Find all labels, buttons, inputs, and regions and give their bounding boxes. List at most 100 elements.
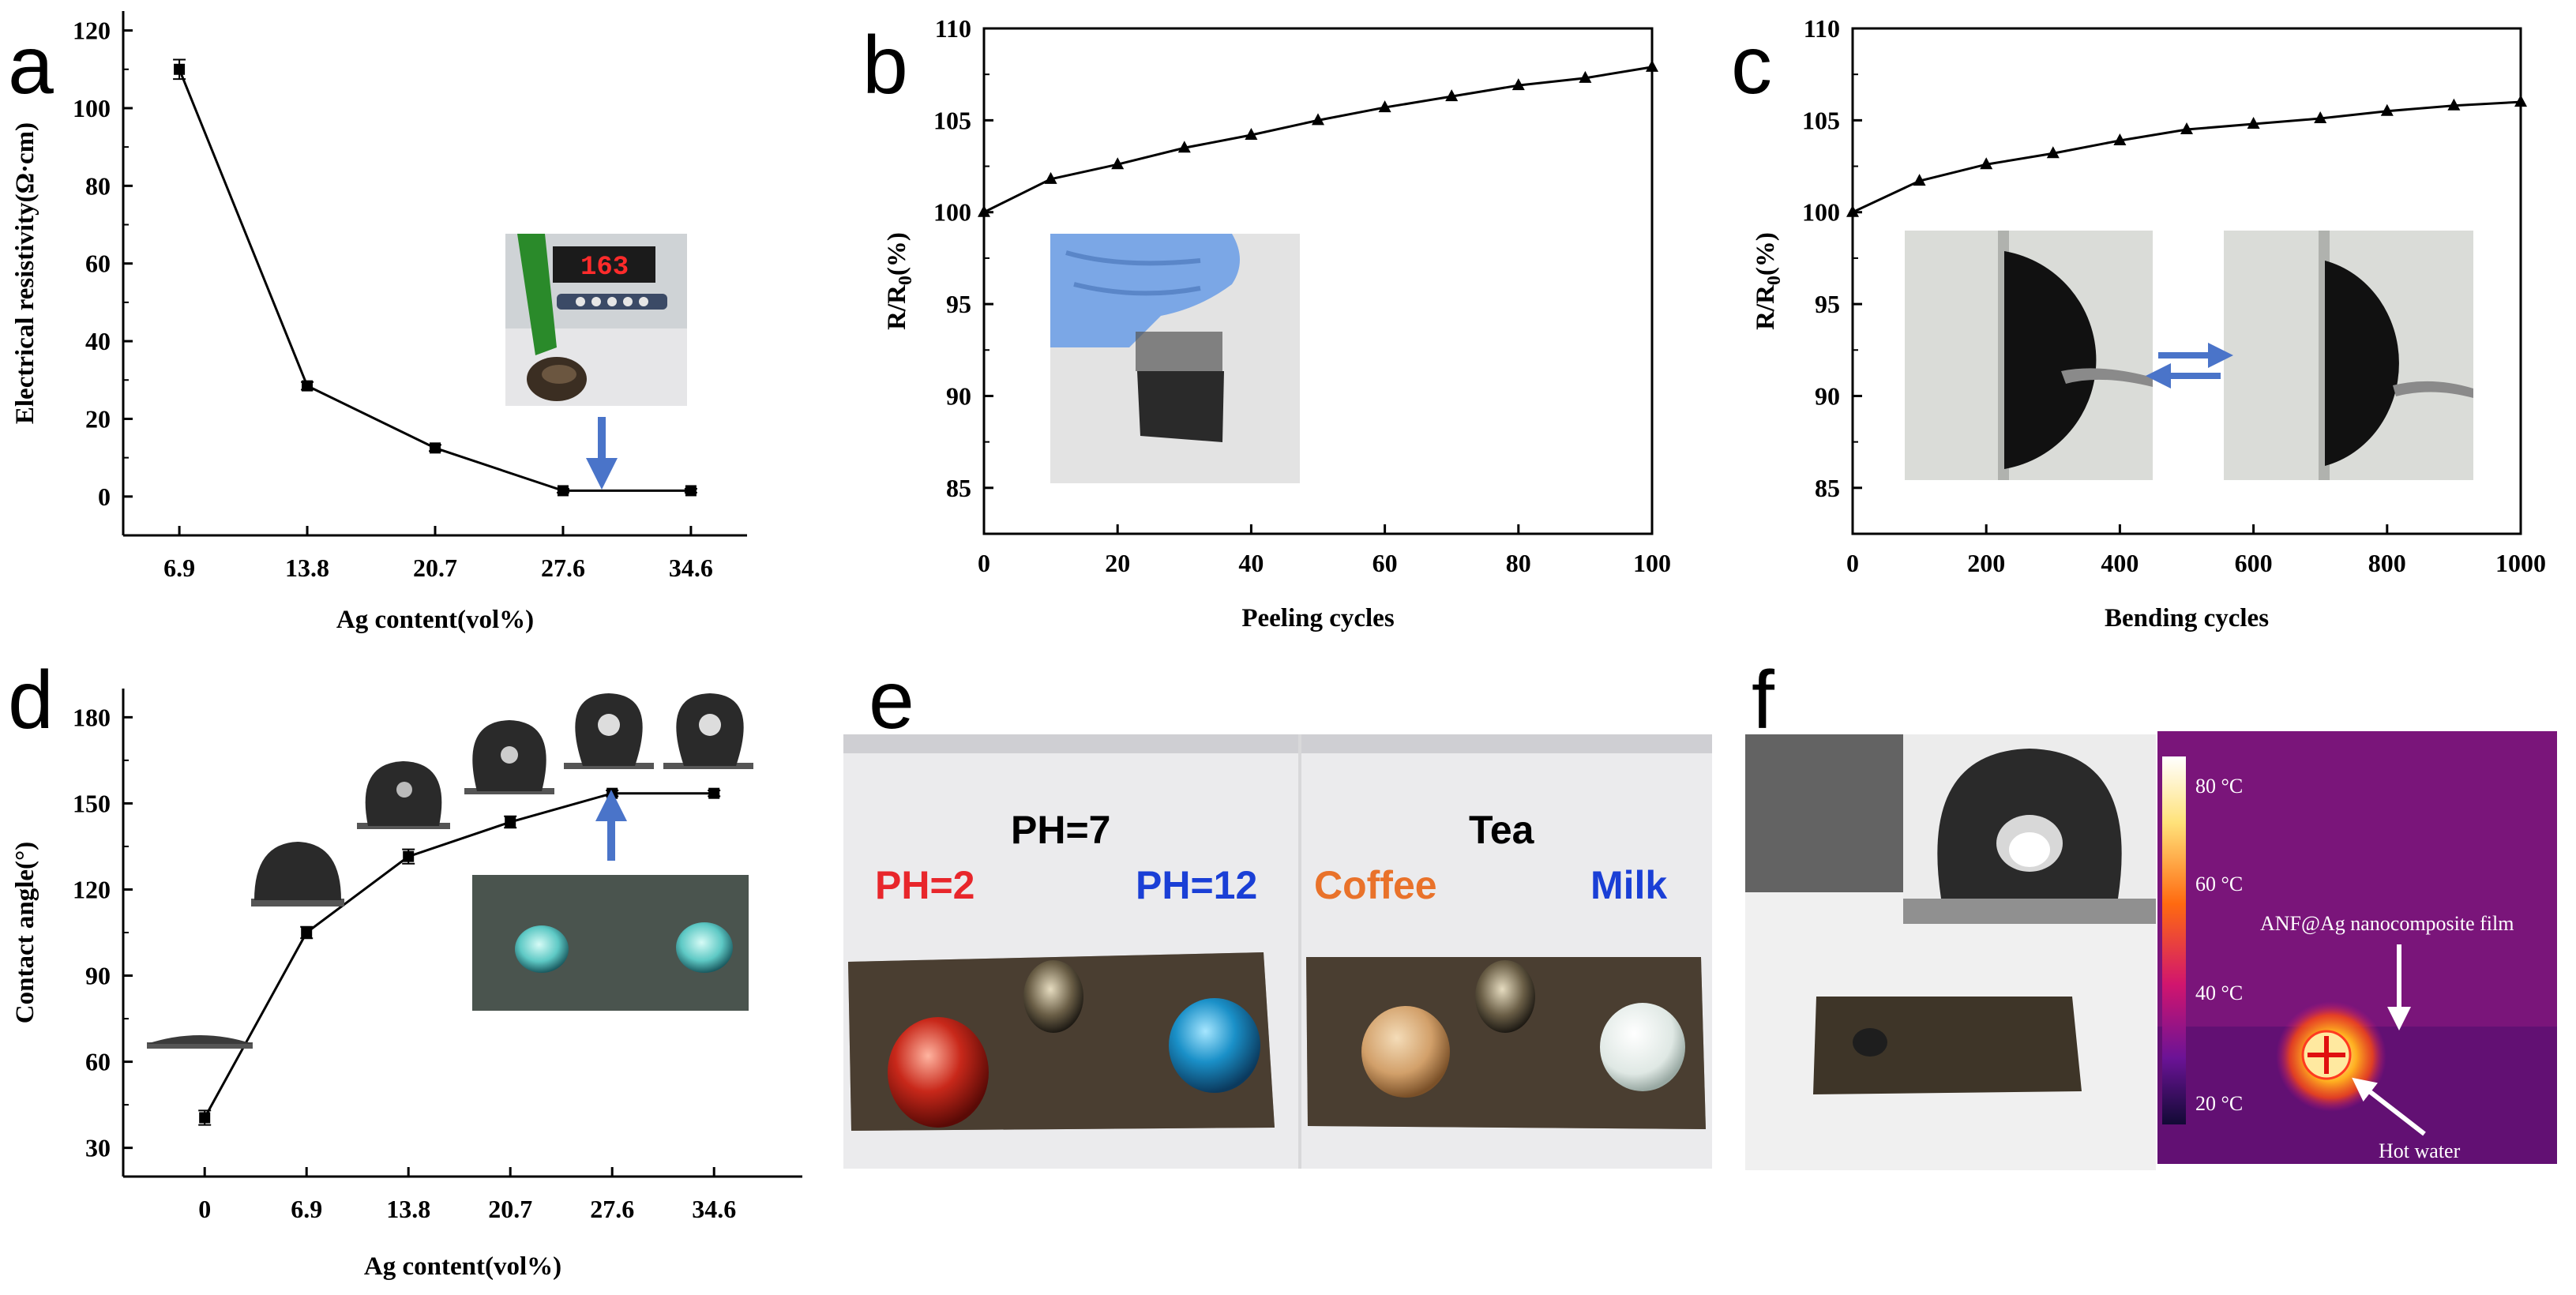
data-point (1312, 113, 1324, 126)
data-point (302, 380, 314, 392)
x-tick-label: 20 (1105, 549, 1130, 577)
colorbar-label-40: 40 °C (2195, 982, 2243, 1004)
plot-frame (982, 27, 1654, 535)
label-hot-water: Hot water (2379, 1139, 2461, 1162)
inset-photo-bending-curved (2224, 231, 2473, 480)
x-tick-label: 800 (2368, 549, 2406, 577)
data-point (978, 205, 990, 217)
data-point (174, 63, 186, 75)
y-tick-label: 0 (98, 482, 111, 511)
x-tick-label: 13.8 (386, 1195, 430, 1223)
x-tick-label: 1000 (2495, 549, 2546, 577)
data-point (505, 816, 516, 828)
label-coffee: Coffee (1314, 863, 1437, 907)
droplet-profiles (147, 693, 753, 1049)
x-tick-label: 600 (2235, 549, 2273, 577)
x-tick-label: 100 (1633, 549, 1671, 577)
data-point (2447, 98, 2461, 111)
panel-letter-e: e (869, 655, 914, 746)
x-tick-label: 27.6 (541, 554, 585, 582)
x-tick-label: 80 (1506, 549, 1531, 577)
data-point (685, 485, 697, 497)
data-point (199, 1112, 211, 1124)
panel-f-photo (1745, 734, 2156, 1170)
y-tick-label: 110 (1804, 14, 1840, 43)
panel-letter-b: b (862, 20, 908, 111)
series-line (983, 66, 1653, 214)
x-tick-label: 40 (1238, 549, 1264, 577)
x-tick-label: 27.6 (590, 1195, 634, 1223)
panel-letter-f: f (1752, 655, 1775, 746)
data-point (403, 850, 415, 862)
data-point (430, 442, 441, 454)
y-tick-label: 60 (85, 1048, 111, 1076)
data-point (1913, 174, 1926, 186)
x-axis-label: Bending cycles (2105, 604, 2269, 632)
y-tick-label: 100 (73, 94, 111, 122)
label-milk: Milk (1590, 863, 1667, 907)
data-point (1980, 157, 1993, 170)
x-tick-label: 6.9 (291, 1195, 322, 1223)
data-point (1846, 205, 1859, 217)
data-point (708, 787, 720, 799)
y-tick-label: 120 (73, 17, 111, 45)
x-tick-label: 34.6 (669, 554, 713, 582)
data-point (2247, 117, 2260, 130)
plot-frame (1851, 27, 2522, 535)
label-film: ANF@Ag nanocomposite film (2260, 912, 2514, 935)
y-tick-label: 85 (946, 474, 971, 502)
x-axis-label: Peeling cycles (1241, 604, 1395, 632)
y-tick-label: 150 (73, 789, 111, 817)
label-ph2: PH=2 (875, 863, 974, 907)
data-point (1646, 59, 1658, 72)
data-point (2514, 95, 2527, 107)
data-point (557, 485, 569, 497)
x-tick-label: 60 (1372, 549, 1398, 577)
colorbar-label-20: 20 °C (2195, 1092, 2243, 1115)
data-point (1511, 78, 1525, 91)
data-point (2380, 103, 2394, 116)
x-tick-label: 13.8 (285, 554, 329, 582)
x-tick-label: 20.7 (488, 1195, 532, 1223)
y-tick-label: 120 (73, 875, 111, 903)
label-ph7: PH=7 (1011, 808, 1110, 852)
chart-b-peeling: 85 90 95 100 105 110 0 20 40 60 80 100 Peeling cycle… (883, 14, 1671, 632)
x-tick-label: 200 (1967, 549, 2005, 577)
y-tick-label: 100 (933, 198, 971, 227)
colorbar (2162, 756, 2186, 1124)
chart-c-bending: 85 90 95 100 105 110 0 200 400 600 800 1000 Bending … (1752, 14, 2546, 632)
data-point (1378, 100, 1391, 113)
y-tick-label: 105 (933, 106, 971, 134)
y-tick-label: 90 (946, 381, 971, 410)
panel-f-thermal-image (2157, 731, 2557, 1164)
x-tick-label: 0 (978, 549, 990, 577)
y-tick-label: 80 (85, 171, 111, 200)
data-point (2180, 122, 2193, 134)
y-tick-label: 20 (85, 404, 111, 433)
inset-photo-multimeter: 163 (505, 234, 687, 406)
y-tick-label: 110 (935, 14, 971, 43)
panel-letter-a: a (8, 20, 54, 111)
data-point (1111, 157, 1125, 170)
colorbar-label-80: 80 °C (2195, 775, 2243, 798)
y-axis-label: R/R0(%) (1752, 232, 1785, 330)
y-tick-label: 60 (85, 250, 111, 278)
x-tick-label: 20.7 (413, 554, 457, 582)
inset-display-reading: 163 (580, 253, 629, 283)
x-axis-label: Ag content(vol%) (336, 606, 534, 634)
label-tea: Tea (1469, 808, 1535, 852)
data-point (2113, 133, 2127, 145)
series-line (1852, 100, 2522, 214)
y-tick-label: 85 (1815, 474, 1840, 502)
data-point (1044, 171, 1057, 184)
data-point (2046, 146, 2060, 159)
label-ph12: PH=12 (1136, 863, 1257, 907)
y-axis-label: R/R0(%) (883, 232, 916, 330)
data-point (1579, 70, 1592, 83)
x-tick-label: 6.9 (163, 554, 195, 582)
y-tick-label: 30 (85, 1134, 111, 1162)
y-tick-label: 105 (1802, 106, 1840, 134)
inset-photo-peeling (1050, 234, 1300, 483)
y-tick-label: 90 (1815, 381, 1840, 410)
